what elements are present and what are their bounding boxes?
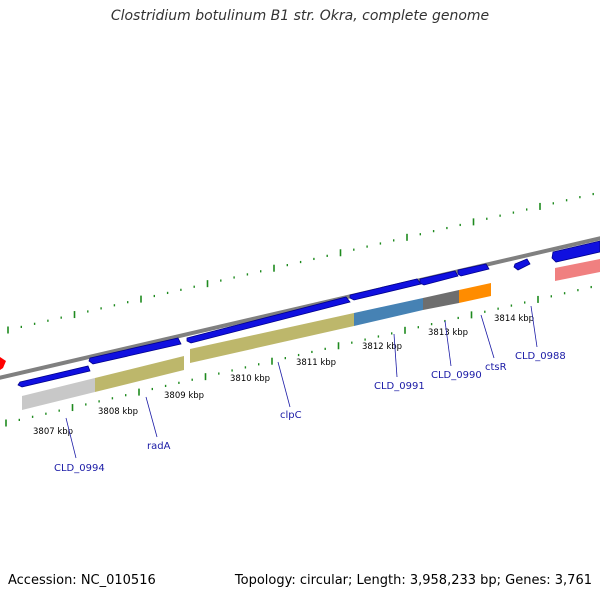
cds-bar[interactable] <box>423 290 459 310</box>
gene-arrow[interactable] <box>88 337 182 365</box>
label-leaders <box>65 305 538 459</box>
gene-label-rada[interactable]: radA <box>147 441 171 452</box>
accession-text: Accession: NC_010516 <box>8 573 156 588</box>
inner-tick-track <box>5 285 592 427</box>
gene-labels: CLD_0994 radA clpC CLD_0991 CLD_0990 cts… <box>54 351 566 474</box>
gene-arrow[interactable] <box>419 270 459 286</box>
genome-summary-text: Topology: circular; Length: 3,958,233 bp… <box>234 573 592 588</box>
gene-label-cld-0994[interactable]: CLD_0994 <box>54 463 105 474</box>
cds-bar[interactable] <box>22 378 95 410</box>
gene-arrow[interactable] <box>186 296 351 344</box>
cds-bar[interactable] <box>354 298 423 326</box>
scale-label: 3811 kbp <box>296 358 336 368</box>
gene-arrow-red[interactable] <box>0 357 6 370</box>
genome-backbone <box>0 236 600 380</box>
gene-label-ctsr[interactable]: ctsR <box>485 362 507 373</box>
cds-bar[interactable] <box>555 259 600 281</box>
gene-arrow[interactable] <box>513 258 531 271</box>
cds-bar[interactable] <box>459 283 491 303</box>
scale-labels: 3807 kbp 3808 kbp 3809 kbp 3810 kbp 3811… <box>33 314 534 437</box>
gene-label-clpc[interactable]: clpC <box>280 410 302 421</box>
scale-label: 3813 kbp <box>428 328 468 338</box>
forward-gene-track <box>17 240 600 388</box>
scale-label: 3808 kbp <box>98 407 138 417</box>
scale-label: 3807 kbp <box>33 427 73 437</box>
outer-tick-track <box>7 192 594 334</box>
gene-arrow[interactable] <box>349 278 422 301</box>
gene-label-cld-0990[interactable]: CLD_0990 <box>431 370 482 381</box>
map-title: Clostridium botulinum B1 str. Okra, comp… <box>110 8 490 24</box>
scale-label: 3810 kbp <box>230 374 270 384</box>
scale-label: 3814 kbp <box>494 314 534 324</box>
gene-arrow[interactable] <box>551 240 600 263</box>
scale-label: 3809 kbp <box>164 391 204 401</box>
gene-label-cld-0988[interactable]: CLD_0988 <box>515 351 566 362</box>
scale-label: 3812 kbp <box>362 342 402 352</box>
cds-track <box>22 259 600 410</box>
gene-label-cld-0991[interactable]: CLD_0991 <box>374 381 425 392</box>
gene-arrow[interactable] <box>17 365 91 388</box>
gene-arrow[interactable] <box>457 263 490 277</box>
cds-bar[interactable] <box>190 313 354 363</box>
cds-bar[interactable] <box>95 356 184 392</box>
